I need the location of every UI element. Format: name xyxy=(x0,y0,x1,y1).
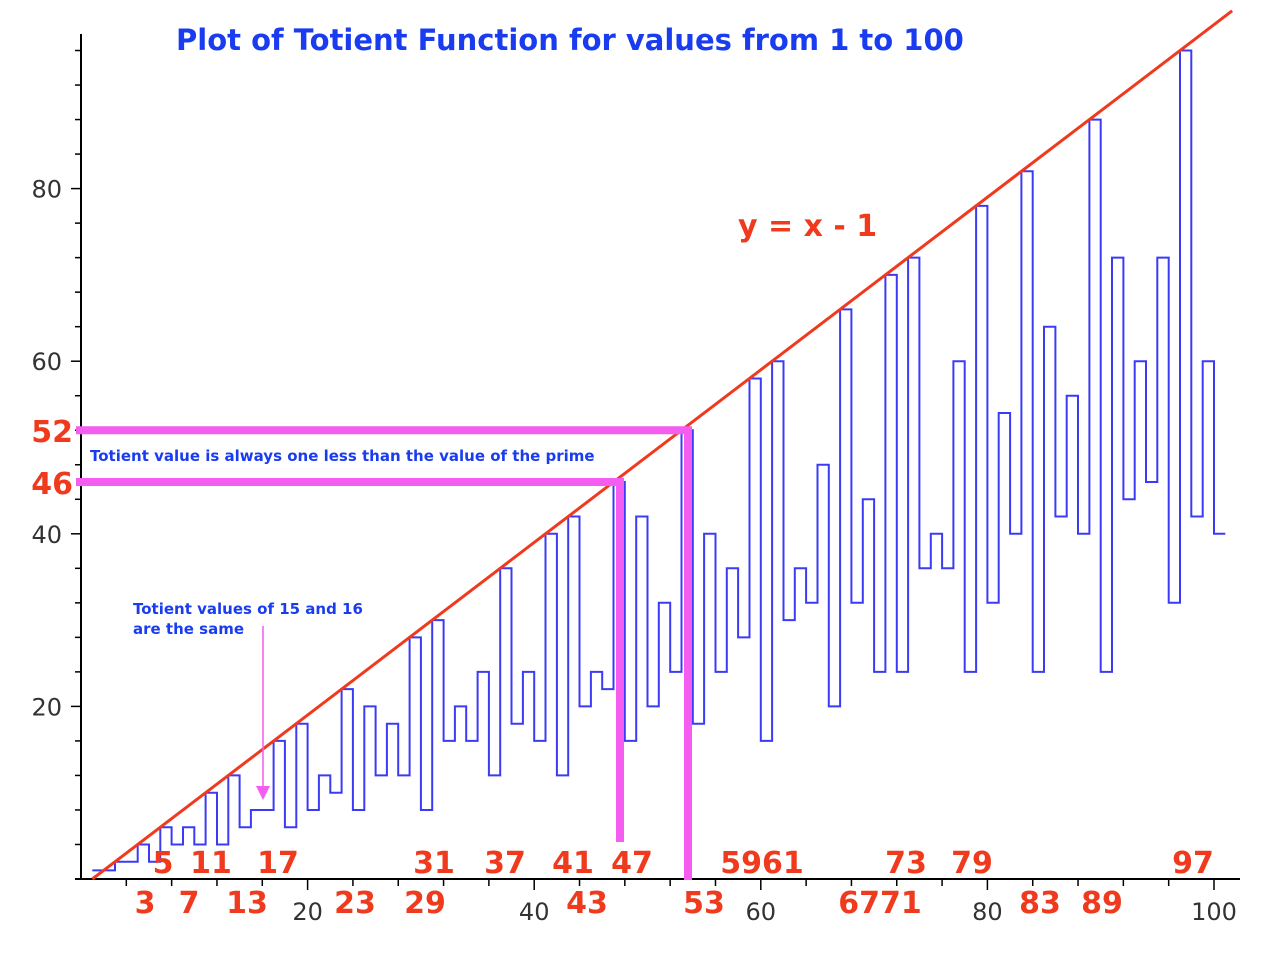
prime-label-upper: 47 xyxy=(611,846,653,881)
x-tick-label: 80 xyxy=(972,898,1003,926)
note-arrow-head xyxy=(256,786,270,800)
highlight-line-47 xyxy=(76,478,624,842)
prime-label-upper: 31 xyxy=(413,846,455,881)
y-tick-label: 80 xyxy=(31,176,62,204)
prime-label-lower: 89 xyxy=(1081,886,1123,921)
prime-label-lower: 7 xyxy=(179,886,200,921)
prime-label-upper: 41 xyxy=(552,846,594,881)
prime-label-upper: 97 xyxy=(1172,846,1214,881)
y-tick-label: 60 xyxy=(31,348,62,376)
same-note-line2: are the same xyxy=(133,620,244,638)
prime-label-upper: 37 xyxy=(484,846,526,881)
prime-label-upper: 5 xyxy=(153,846,174,881)
prime-label-upper: 11 xyxy=(190,846,232,881)
highlight-value-47: 46 xyxy=(31,467,73,502)
tick-labels: 20 40 60 80 100 20 40 60 80 xyxy=(31,176,1236,926)
prime-label-lower: 43 xyxy=(566,886,608,921)
y-tick-label: 20 xyxy=(31,693,62,721)
reference-line-layer xyxy=(91,9,1234,881)
prime-label-lower: 3 xyxy=(135,886,156,921)
x-tick-label: 60 xyxy=(746,898,777,926)
highlight-value-53: 52 xyxy=(31,415,73,450)
axes xyxy=(71,34,1240,890)
prime-label-upper: 73 xyxy=(885,846,927,881)
prime-label-lower: 13 xyxy=(226,886,268,921)
prime-label-lower: 83 xyxy=(1019,886,1061,921)
prime-label-upper: 79 xyxy=(951,846,993,881)
prime-labels: 5 11 17 31 37 41 47 5961 73 79 97 3 7 13 23 29 43 53 6771 8… xyxy=(135,846,1214,921)
reference-line xyxy=(91,9,1234,881)
prime-label-upper: 5961 xyxy=(720,846,804,881)
x-tick-label: 20 xyxy=(292,898,323,926)
totient-step-line xyxy=(92,49,1226,872)
chart-title: Plot of Totient Function for values from… xyxy=(176,23,964,57)
prime-note: Totient value is always one less than th… xyxy=(90,447,595,465)
highlight-line-53 xyxy=(76,426,692,880)
same-note-line1: Totient values of 15 and 16 xyxy=(133,600,363,618)
reference-line-label: y = x - 1 xyxy=(738,209,877,244)
x-tick-label: 100 xyxy=(1191,898,1237,926)
series-layer xyxy=(92,49,1226,872)
prime-label-lower: 53 xyxy=(683,886,725,921)
prime-label-upper: 17 xyxy=(257,846,299,881)
prime-label-lower: 6771 xyxy=(838,886,922,921)
x-tick-label: 40 xyxy=(519,898,550,926)
y-tick-label: 40 xyxy=(31,521,62,549)
prime-label-lower: 29 xyxy=(404,886,446,921)
highlight-layer: 46 52 xyxy=(31,415,692,880)
prime-label-lower: 23 xyxy=(334,886,376,921)
